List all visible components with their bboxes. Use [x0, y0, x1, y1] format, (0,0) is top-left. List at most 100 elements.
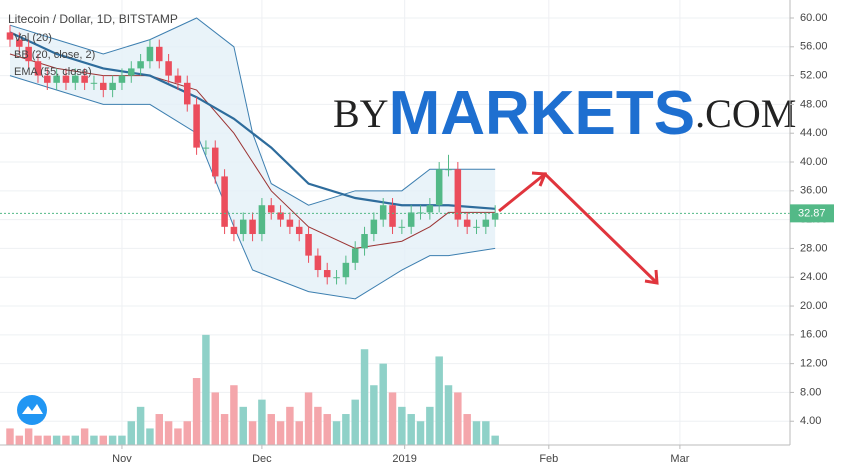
y-tick-label: 24.00: [800, 271, 828, 283]
volume-bar: [323, 414, 331, 445]
volume-bar: [15, 435, 24, 445]
candle-body: [314, 255, 322, 271]
candle-body: [361, 234, 368, 249]
candle-body: [463, 219, 471, 227]
x-tick-label: 2019: [392, 453, 416, 465]
candle-body: [34, 61, 42, 76]
candle-body: [62, 75, 70, 83]
y-tick-label: 20.00: [800, 300, 828, 312]
y-tick-label: 40.00: [800, 156, 828, 168]
y-tick-label: 8.00: [800, 386, 821, 398]
volume-bar: [463, 414, 471, 445]
candle-body: [165, 61, 172, 76]
volume-bar: [43, 435, 52, 445]
candle-body: [239, 219, 247, 235]
candle-body: [351, 248, 359, 263]
volume-bar: [80, 428, 89, 445]
x-tick-label: Nov: [112, 453, 132, 465]
volume-bar: [71, 435, 80, 445]
y-tick-label: 12.00: [800, 358, 828, 370]
candle-body: [295, 226, 303, 235]
volume-bar: [192, 378, 201, 445]
x-tick-label: Mar: [670, 453, 689, 465]
volume-bar: [248, 421, 257, 445]
candle-body: [473, 226, 480, 228]
volume-bar: [416, 421, 425, 445]
volume-bar: [127, 421, 136, 445]
candle-body: [221, 176, 228, 227]
y-tick-label: 48.00: [800, 98, 828, 110]
watermark: BYMARKETS.COM: [333, 79, 796, 148]
candle-body: [258, 205, 266, 235]
arrow-head: [531, 171, 548, 187]
candle-body: [100, 82, 107, 91]
volume-bar: [360, 349, 369, 445]
candle-body: [426, 205, 434, 213]
volume-bar: [6, 428, 14, 445]
volume-bar: [174, 428, 182, 445]
candle-body: [230, 226, 238, 235]
y-tick-label: 36.00: [800, 185, 828, 197]
y-tick-label: 4.00: [800, 415, 821, 427]
volume-bar: [407, 414, 415, 445]
x-tick-label: Feb: [539, 453, 558, 465]
indicator-line: [9, 75, 496, 300]
candle-body: [491, 213, 499, 220]
candle-body: [267, 205, 275, 213]
volume-bar: [220, 414, 229, 445]
indicator-line: [9, 17, 496, 206]
volume-bar: [286, 406, 294, 445]
candle-body: [454, 169, 462, 220]
volume-bar: [276, 421, 285, 445]
candle-body: [156, 46, 163, 62]
candle-body: [389, 205, 396, 227]
y-tick-label: 56.00: [800, 41, 828, 53]
candle-body: [482, 219, 490, 227]
watermark-markets: MARKETS: [389, 79, 696, 148]
volume-bar: [258, 399, 266, 445]
volume-bar: [136, 406, 145, 445]
indicator-line: [9, 53, 496, 249]
last-price-label: 32.87: [798, 207, 826, 219]
logo: [17, 395, 47, 425]
logo-icon: [22, 404, 43, 414]
candle-body: [90, 82, 98, 84]
candle-body: [305, 234, 312, 256]
x-tick-label: Dec: [252, 453, 272, 465]
volume-bar: [332, 421, 341, 445]
legend: Litecoin / Dollar, 1D, BITSTAMP Vol (20)…: [8, 12, 178, 78]
candle-body: [193, 104, 200, 148]
grid: [0, 0, 790, 445]
volume-bar: [90, 435, 98, 445]
volume-bar: [118, 435, 126, 445]
volume-bar: [304, 392, 313, 445]
volume-bar: [267, 414, 275, 445]
volume-bar: [99, 435, 108, 445]
volume-bar: [454, 392, 462, 445]
indicator-line: [9, 31, 496, 210]
volume-bar: [435, 356, 443, 445]
candle-body: [72, 75, 79, 83]
volume-bar: [491, 435, 499, 445]
candle-body: [128, 68, 135, 76]
volume-bar: [472, 421, 481, 445]
volume-bar: [239, 406, 247, 445]
volume-bar: [370, 385, 378, 445]
candle-body: [286, 219, 294, 227]
volume-bar: [342, 414, 350, 445]
volume-bar: [444, 385, 453, 445]
candle-body: [202, 147, 210, 149]
candle-body: [398, 226, 406, 228]
candle-body: [342, 262, 350, 278]
volume-bar: [482, 421, 490, 445]
candle-body: [109, 82, 116, 91]
arrow-head: [644, 269, 659, 285]
candle-body: [137, 61, 144, 69]
legend-indicator: Vol (20): [14, 32, 52, 44]
watermark-by: BY: [333, 91, 389, 136]
watermark-com: .COM: [695, 91, 796, 136]
candle-body: [379, 205, 387, 220]
volume-bar: [230, 385, 238, 445]
volume-bar: [164, 421, 173, 445]
